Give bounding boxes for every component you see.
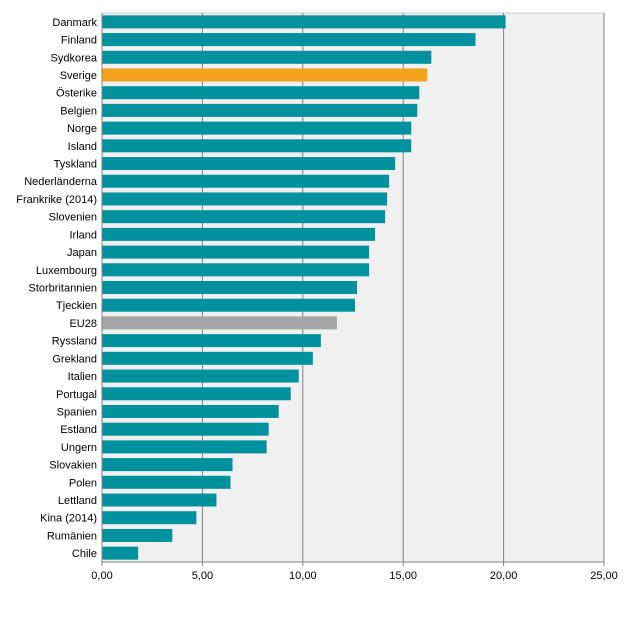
bar-slovakien (102, 458, 233, 472)
category-label: Japan (67, 247, 97, 259)
category-label: Ryssland (52, 336, 97, 348)
x-tick-label: 10,00 (289, 570, 317, 582)
category-label: Norge (67, 123, 97, 135)
bar-island (102, 139, 412, 153)
bar-polen (102, 475, 231, 489)
bar-kina-2014 (102, 511, 197, 525)
category-labels: Danmark Finland Sydkorea Sverige Österike Bel… (16, 17, 98, 560)
category-label: Kina (2014) (40, 513, 97, 525)
category-label: Slovenien (49, 212, 97, 224)
bar-danmark (102, 15, 506, 29)
bar-grekland (102, 351, 313, 365)
bar-eu28 (102, 316, 337, 330)
bar-rum-nien (102, 528, 173, 542)
category-label: Rumänien (47, 530, 97, 542)
category-label: Belgien (60, 105, 97, 117)
bar-nederl-nderna (102, 174, 390, 188)
category-label: Slovakien (49, 460, 97, 472)
category-label: Sverige (60, 70, 97, 82)
category-label: Nederländerna (24, 176, 98, 188)
bar-storbritannien (102, 281, 358, 294)
category-label: Spanien (57, 406, 97, 418)
bar-belgien (102, 103, 418, 117)
bar-japan (102, 245, 370, 259)
bar-italien (102, 369, 299, 383)
category-label: Finland (61, 35, 97, 47)
bar-slovenien (102, 210, 386, 224)
category-label: Lettland (58, 495, 97, 507)
category-label: Tyskland (54, 159, 97, 171)
category-label: Italien (68, 371, 97, 383)
category-label: Sydkorea (51, 52, 98, 64)
bar-luxembourg (102, 263, 370, 277)
bar-tyskland (102, 157, 396, 171)
x-axis-ticks: 0,00 5,00 10,00 15,00 20,00 25,00 (91, 562, 618, 582)
x-tick-label: 25,00 (590, 570, 618, 582)
bar-sterike (102, 86, 420, 100)
bar-lettland (102, 493, 217, 507)
category-label: Irland (69, 229, 97, 241)
category-label: Tjeckien (56, 300, 97, 312)
bar-frankrike-2014 (102, 192, 388, 206)
x-tick-label: 15,00 (389, 570, 417, 582)
bar-ungern (102, 440, 267, 454)
category-label: Danmark (52, 17, 97, 29)
category-label: Grekland (52, 353, 97, 365)
bars (102, 15, 506, 560)
bar-ryssland (102, 334, 321, 348)
bar-portugal (102, 387, 291, 401)
category-label: Chile (72, 548, 97, 560)
bar-norge (102, 121, 412, 135)
bar-sverige (102, 68, 428, 82)
category-label: Ungern (61, 442, 97, 454)
category-label: Portugal (56, 389, 97, 401)
bar-chile (102, 546, 139, 560)
bar-finland (102, 33, 476, 47)
category-label: Storbritannien (29, 283, 98, 295)
bar-spanien (102, 404, 279, 418)
x-tick-label: 5,00 (192, 570, 213, 582)
category-label: EU28 (69, 318, 97, 330)
category-label: Polen (69, 477, 97, 489)
bar-irland (102, 227, 376, 241)
category-label: Österike (56, 88, 97, 100)
x-tick-label: 0,00 (91, 570, 112, 582)
category-label: Island (68, 141, 97, 153)
x-tick-label: 20,00 (490, 570, 518, 582)
axes (101, 13, 604, 563)
category-label: Frankrike (2014) (16, 194, 97, 206)
category-label: Luxembourg (36, 265, 97, 277)
bar-estland (102, 422, 269, 436)
bar-sydkorea (102, 50, 432, 64)
bar-tjeckien (102, 298, 356, 312)
category-label: Estland (60, 424, 97, 436)
